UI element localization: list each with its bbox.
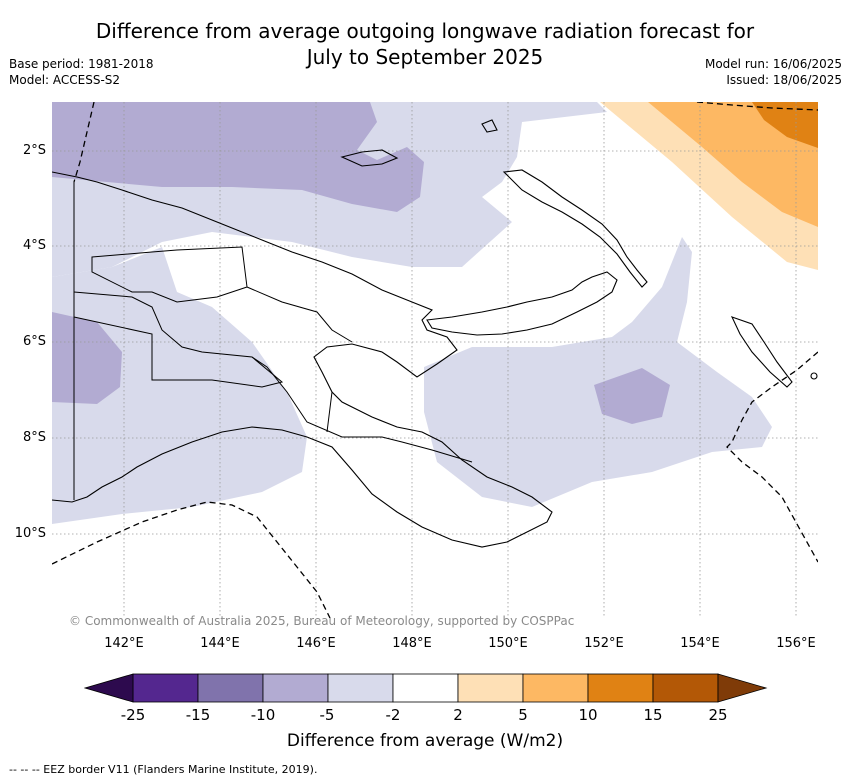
map-title: Difference from average outgoing longwav… (0, 18, 850, 70)
lat-label: 2°S (22, 143, 46, 158)
model-run-text: Model run: 16/06/2025 (704, 57, 842, 71)
colorbar-segment (457, 673, 524, 703)
colorbar-segment (587, 673, 654, 703)
colorbar-label: -15 (185, 706, 211, 724)
lat-label: 8°S (22, 430, 46, 445)
title-line-2: July to September 2025 (306, 45, 544, 69)
colorbar-label: 25 (708, 706, 728, 724)
model-text: Model: ACCESS-S2 (9, 73, 121, 87)
anomaly-region-light-east (424, 237, 772, 507)
lat-label: 10°S (14, 526, 46, 541)
anomaly-region-light-west (52, 247, 307, 524)
title-line-1: Difference from average outgoing longwav… (95, 19, 755, 43)
lon-label: 156°E (776, 636, 816, 651)
anomaly-map (52, 102, 818, 618)
colorbar-segment (132, 673, 199, 703)
run-info: Model run: 16/06/2025 Issued: 18/06/2025 (705, 56, 842, 88)
colorbar-extend-high (717, 673, 768, 703)
colorbar-segment (392, 673, 459, 703)
eez-borders (52, 102, 818, 618)
colorbar-label: -25 (120, 706, 146, 724)
lon-label: 144°E (200, 636, 240, 651)
lon-label: 150°E (488, 636, 528, 651)
lon-label: 146°E (296, 636, 336, 651)
province-borders (73, 182, 473, 500)
anomaly-region-dark-orange (752, 102, 818, 148)
colorbar-segment (262, 673, 329, 703)
eez-legend-note: -- -- -- EEZ border V11 (Flanders Marine… (9, 763, 318, 776)
lon-label: 142°E (104, 636, 144, 651)
lat-label: 6°S (22, 334, 46, 349)
colorbar-segment (197, 673, 264, 703)
colorbar (84, 673, 768, 703)
anomaly-region-medium-west (52, 312, 122, 404)
colorbar-segment (327, 673, 394, 703)
colorbar-label: -5 (319, 706, 335, 724)
issued-text: Issued: 18/06/2025 (726, 73, 842, 87)
colorbar-label: -10 (250, 706, 276, 724)
lon-label: 148°E (392, 636, 432, 651)
lat-label: 4°S (22, 238, 46, 253)
colorbar-label: -2 (385, 706, 401, 724)
lon-label: 152°E (584, 636, 624, 651)
base-period-info: Base period: 1981-2018 Model: ACCESS-S2 (9, 56, 154, 88)
anomaly-region-medium-east (594, 368, 670, 424)
coastlines (52, 119, 818, 548)
anomaly-region-medium-north (52, 102, 424, 212)
copyright-text: © Commonwealth of Australia 2025, Bureau… (69, 614, 575, 628)
lon-label: 154°E (680, 636, 720, 651)
colorbar-label: 5 (518, 706, 528, 724)
base-period-text: Base period: 1981-2018 (9, 57, 154, 71)
colorbar-label: 15 (643, 706, 663, 724)
colorbar-extend-low (84, 673, 134, 703)
colorbar-label: 10 (578, 706, 598, 724)
colorbar-label: 2 (453, 706, 463, 724)
colorbar-segment (652, 673, 719, 703)
colorbar-title: Difference from average (W/m2) (286, 731, 564, 751)
colorbar-segment (522, 673, 589, 703)
anomaly-region-orange (648, 102, 818, 227)
latitude-labels: 2°S 4°S 6°S 8°S 10°S (0, 0, 50, 781)
